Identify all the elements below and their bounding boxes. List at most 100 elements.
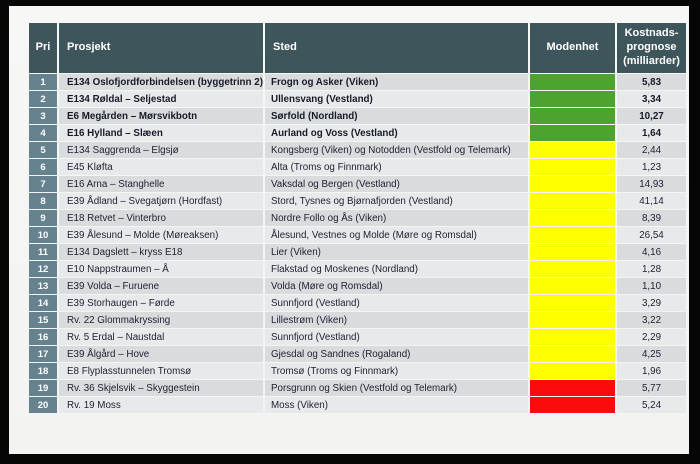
row-cost-estimate: 10,27: [617, 108, 686, 124]
table-row: 14 E39 Storhaugen – Førde Sunnfjord (Vestl…: [29, 295, 686, 311]
row-project: Rv. 36 Skjelsvik – Skyggestein: [59, 380, 263, 396]
row-location: Lillestrøm (Viken): [265, 312, 528, 328]
row-cost-estimate: 26,54: [617, 227, 686, 243]
row-location: Kongsberg (Viken) og Notodden (Vestfold …: [265, 142, 528, 158]
table-row: 20 Rv. 19 Moss Moss (Viken) 5,24: [29, 397, 686, 413]
row-project: E16 Arna – Stanghelle: [59, 176, 263, 192]
row-project: E18 Retvet – Vinterbro: [59, 210, 263, 226]
maturity-status-cell: [530, 74, 615, 90]
maturity-status-cell: [530, 363, 615, 379]
table-row: 17 E39 Ålgård – Hove Gjesdal og Sandnes (R…: [29, 346, 686, 362]
row-cost-estimate: 1,96: [617, 363, 686, 379]
table-row: 4 E16 Hylland – Slæen Aurland og Voss (Ves…: [29, 125, 686, 141]
row-priority: 13: [29, 278, 57, 294]
maturity-status-cell: [530, 278, 615, 294]
maturity-status-cell: [530, 295, 615, 311]
table-row: 6 E45 Kløfta Alta (Troms og Finnmark) 1,23: [29, 159, 686, 175]
row-project: E39 Ålesund – Molde (Møreaksen): [59, 227, 263, 243]
maturity-status-cell: [530, 261, 615, 277]
row-priority: 17: [29, 346, 57, 362]
table-row: 19 Rv. 36 Skjelsvik – Skyggestein Porsgrun…: [29, 380, 686, 396]
row-priority: 16: [29, 329, 57, 345]
row-cost-estimate: 2,29: [617, 329, 686, 345]
table-row: 13 E39 Volda – Furuene Volda (Møre og Roms…: [29, 278, 686, 294]
row-priority: 7: [29, 176, 57, 192]
row-project: E134 Røldal – Seljestad: [59, 91, 263, 107]
row-priority: 19: [29, 380, 57, 396]
row-cost-estimate: 1,64: [617, 125, 686, 141]
row-location: Sørfold (Nordland): [265, 108, 528, 124]
row-priority: 4: [29, 125, 57, 141]
row-cost-estimate: 3,29: [617, 295, 686, 311]
row-priority: 14: [29, 295, 57, 311]
table-row: 11 E134 Dagslett – kryss E18 Lier (Viken) 4…: [29, 244, 686, 260]
maturity-status-cell: [530, 227, 615, 243]
table-row: 8 E39 Ådland – Svegatjørn (Hordfast) Stord…: [29, 193, 686, 209]
table-row: 1 E134 Oslofjordforbindelsen (byggetrinn …: [29, 74, 686, 90]
row-project: Rv. 22 Glommakryssing: [59, 312, 263, 328]
row-project: E6 Megården – Mørsvikbotn: [59, 108, 263, 124]
maturity-status-cell: [530, 244, 615, 260]
row-cost-estimate: 3,34: [617, 91, 686, 107]
table-row: 2 E134 Røldal – Seljestad Ullensvang (Vest…: [29, 91, 686, 107]
row-cost-estimate: 1,10: [617, 278, 686, 294]
row-priority: 9: [29, 210, 57, 226]
row-project: E16 Hylland – Slæen: [59, 125, 263, 141]
row-cost-estimate: 4,25: [617, 346, 686, 362]
row-location: Lier (Viken): [265, 244, 528, 260]
row-cost-estimate: 5,77: [617, 380, 686, 396]
row-project: E39 Storhaugen – Førde: [59, 295, 263, 311]
maturity-status-cell: [530, 125, 615, 141]
maturity-status-cell: [530, 108, 615, 124]
row-location: Nordre Follo og Ås (Viken): [265, 210, 528, 226]
maturity-status-cell: [530, 193, 615, 209]
table-row: 16 Rv. 5 Erdal – Naustdal Sunnfjord (Vestl…: [29, 329, 686, 345]
row-project: Rv. 5 Erdal – Naustdal: [59, 329, 263, 345]
row-location: Porsgrunn og Skien (Vestfold og Telemark…: [265, 380, 528, 396]
table-row: 7 E16 Arna – Stanghelle Vaksdal og Bergen …: [29, 176, 686, 192]
row-project: E39 Volda – Furuene: [59, 278, 263, 294]
table-row: 15 Rv. 22 Glommakryssing Lillestrøm (Viken…: [29, 312, 686, 328]
maturity-status-cell: [530, 159, 615, 175]
row-cost-estimate: 4,16: [617, 244, 686, 260]
row-priority: 1: [29, 74, 57, 90]
row-priority: 20: [29, 397, 57, 413]
row-cost-estimate: 5,24: [617, 397, 686, 413]
row-priority: 3: [29, 108, 57, 124]
row-cost-estimate: 8,39: [617, 210, 686, 226]
row-cost-estimate: 41,14: [617, 193, 686, 209]
maturity-status-cell: [530, 312, 615, 328]
row-location: Sunnfjord (Vestland): [265, 295, 528, 311]
row-location: Flakstad og Moskenes (Nordland): [265, 261, 528, 277]
col-header-modenhet: Modenhet: [530, 23, 615, 73]
table-row: 12 E10 Nappstraumen – Å Flakstad og Mosken…: [29, 261, 686, 277]
row-project: E8 Flyplasstunnelen Tromsø: [59, 363, 263, 379]
row-cost-estimate: 14,93: [617, 176, 686, 192]
row-priority: 12: [29, 261, 57, 277]
row-project: E10 Nappstraumen – Å: [59, 261, 263, 277]
row-location: Ålesund, Vestnes og Molde (Møre og Romsd…: [265, 227, 528, 243]
row-location: Aurland og Voss (Vestland): [265, 125, 528, 141]
col-header-kostnadsprognose: Kostnads-prognose (milliarder): [617, 23, 686, 73]
row-project: Rv. 19 Moss: [59, 397, 263, 413]
row-priority: 11: [29, 244, 57, 260]
row-priority: 10: [29, 227, 57, 243]
row-location: Moss (Viken): [265, 397, 528, 413]
row-location: Tromsø (Troms og Finnmark): [265, 363, 528, 379]
row-location: Alta (Troms og Finnmark): [265, 159, 528, 175]
col-header-pri: Pri: [29, 23, 57, 73]
maturity-status-cell: [530, 329, 615, 345]
row-cost-estimate: 2,44: [617, 142, 686, 158]
row-project: E39 Ålgård – Hove: [59, 346, 263, 362]
row-location: Ullensvang (Vestland): [265, 91, 528, 107]
table-header: Pri Prosjekt Sted Modenhet Kostnads-prog…: [29, 23, 686, 73]
maturity-status-cell: [530, 346, 615, 362]
row-cost-estimate: 3,22: [617, 312, 686, 328]
row-priority: 8: [29, 193, 57, 209]
row-project: E45 Kløfta: [59, 159, 263, 175]
priority-table: Pri Prosjekt Sted Modenhet Kostnads-prog…: [27, 22, 688, 414]
row-cost-estimate: 1,23: [617, 159, 686, 175]
maturity-status-cell: [530, 91, 615, 107]
maturity-status-cell: [530, 176, 615, 192]
row-priority: 18: [29, 363, 57, 379]
